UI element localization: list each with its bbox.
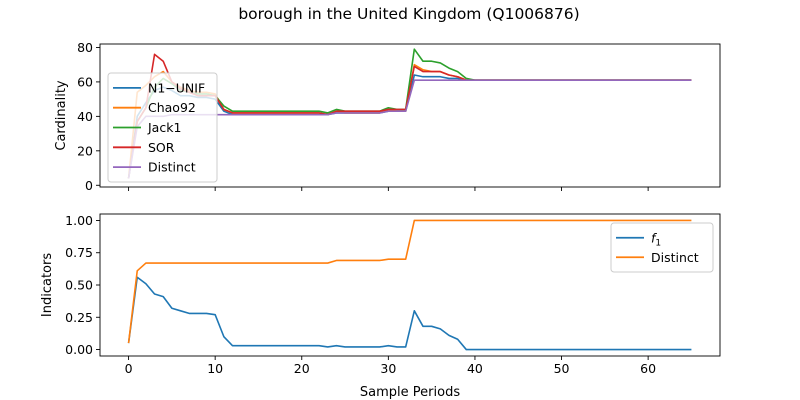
cardinality-legend-label-chao92: Chao92 xyxy=(148,100,196,115)
cardinality-axes: 0 20 40 60 80 Cardinality N1−UNIF Chao92 Jack1 SO… xyxy=(54,40,721,193)
indicators-y-tick-label: 0.25 xyxy=(65,310,93,325)
indicators-x-tick-label: 20 xyxy=(294,361,310,376)
cardinality-legend-label-sor: SOR xyxy=(148,140,175,155)
indicators-x-tick-label: 10 xyxy=(207,361,223,376)
indicators-x-tick-label: 30 xyxy=(380,361,396,376)
indicators-series-line-distinct xyxy=(127,219,692,344)
indicators-x-tick-label: 50 xyxy=(554,361,570,376)
indicators-y-tick-label: 0.75 xyxy=(65,245,93,260)
indicators-x-tick-label: 60 xyxy=(640,361,656,376)
cardinality-y-tick-label: 60 xyxy=(77,74,93,89)
indicators-x-axis-label: Sample Periods xyxy=(360,385,460,400)
indicators-x-tick-label: 0 xyxy=(125,361,133,376)
indicators-y-axis-label: Indicators xyxy=(40,253,55,317)
figure-title: borough in the United Kingdom (Q1006876) xyxy=(238,5,579,23)
cardinality-y-axis-label: Cardinality xyxy=(54,80,69,151)
cardinality-legend-box xyxy=(107,72,218,183)
indicators-series-line-f1 xyxy=(127,276,692,351)
indicators-x-tick-label: 40 xyxy=(467,361,483,376)
cardinality-y-tick-label: 80 xyxy=(77,40,93,55)
indicators-axes: 0 10 20 30 40 50 60 0.00 0.25 0.50 0.75 1.00 Indicat… xyxy=(40,213,721,400)
cardinality-y-tick-label: 40 xyxy=(77,109,93,124)
indicators-y-tick-label: 1.00 xyxy=(65,213,93,228)
cardinality-legend-label-jack1: Jack1 xyxy=(147,120,181,135)
indicators-legend-box xyxy=(610,222,714,273)
cardinality-axes-frame xyxy=(99,43,721,188)
cardinality-series-line-distinct xyxy=(127,79,692,179)
cardinality-legend-label-n1-unif: N1−UNIF xyxy=(148,80,205,95)
indicators-legend-label-distinct: Distinct xyxy=(651,250,699,265)
indicators-y-tick-label: 0.50 xyxy=(65,278,93,293)
cardinality-legend-label-distinct: Distinct xyxy=(148,160,196,175)
indicators-y-tick-label: 0.00 xyxy=(65,342,93,357)
indicators-legend-label-f1: f1 xyxy=(651,230,661,248)
cardinality-y-tick-label: 0 xyxy=(85,178,93,193)
cardinality-y-tick-label: 20 xyxy=(77,143,93,158)
